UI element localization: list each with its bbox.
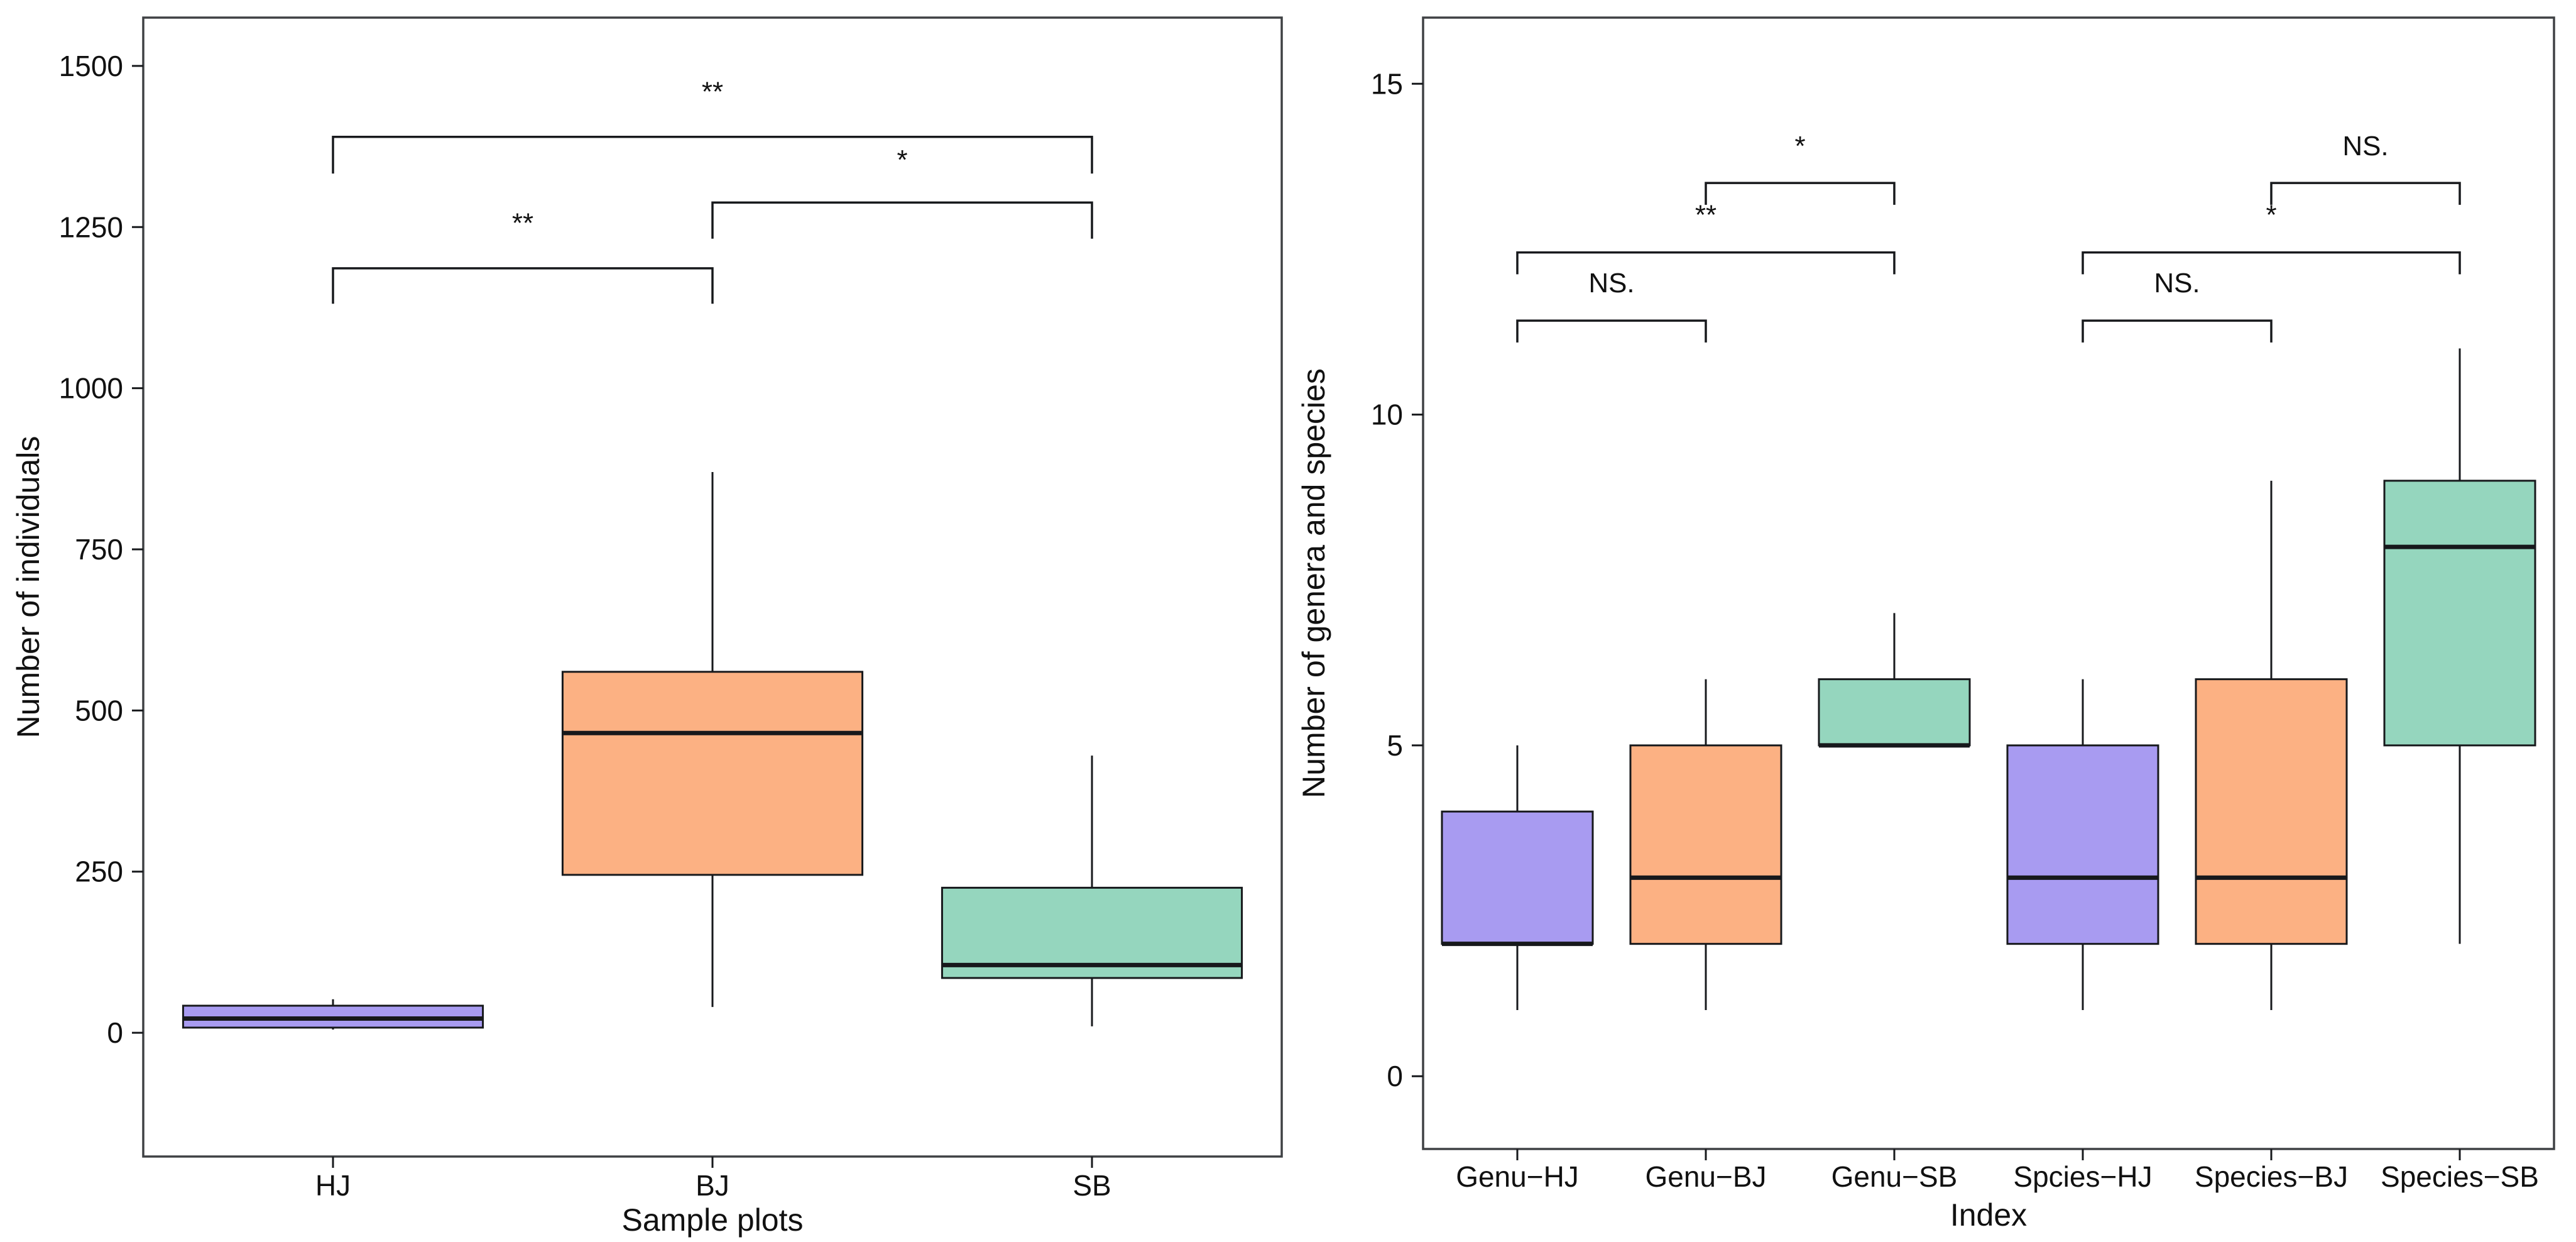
x-tick-label: HJ xyxy=(315,1169,351,1202)
x-tick-label: Species−SB xyxy=(2381,1160,2539,1193)
sig-label-Species−BJ-Species−SB: NS. xyxy=(2342,131,2388,162)
y-tick-label: 1250 xyxy=(59,211,123,243)
sig-bracket-Genu−BJ-Genu−SB xyxy=(1705,182,1896,205)
sig-bracket-HJ-BJ xyxy=(332,267,714,304)
sig-label-Genu−BJ-Genu−SB: * xyxy=(1794,131,1805,162)
panel-genera-and-species: 0 5 10 15 Genu−HJ Genu−BJ Genu−SB Spcies−HJ Spec… xyxy=(1296,16,2555,1233)
x-tick-label: Genu−BJ xyxy=(1645,1160,1766,1193)
box-Spcies−HJ xyxy=(2006,744,2159,945)
box-Genu−SB xyxy=(1818,678,1971,747)
box-BJ xyxy=(561,671,864,876)
x-tick-label: Spcies−HJ xyxy=(2013,1160,2152,1193)
y-tick-label: 0 xyxy=(1387,1060,1403,1092)
sig-label-HJ-SB: ** xyxy=(702,76,723,107)
y-tick-label: 5 xyxy=(1387,729,1403,762)
y-axis-title: Number of individuals xyxy=(11,436,46,739)
y-tick-label: 10 xyxy=(1371,398,1403,431)
x-tick-label: Genu−SB xyxy=(1831,1160,1958,1193)
x-tick-label: Species−BJ xyxy=(2195,1160,2348,1193)
box-Species−BJ xyxy=(2195,678,2348,945)
y-tick-label: 750 xyxy=(75,533,123,566)
y-tick-label: 250 xyxy=(75,855,123,888)
y-tick-label: 15 xyxy=(1371,67,1403,100)
box-Species−SB xyxy=(2383,480,2536,747)
sig-label-HJ-BJ: ** xyxy=(512,207,533,238)
x-tick-label: SB xyxy=(1072,1169,1111,1202)
sig-bracket-BJ-SB xyxy=(711,201,1093,239)
sig-label-BJ-SB: * xyxy=(897,145,907,175)
sig-bracket-Spcies−HJ-Species−BJ xyxy=(2082,319,2273,343)
y-tick-label: 0 xyxy=(107,1016,123,1049)
box-Genu−BJ xyxy=(1629,744,1782,945)
x-tick-label: BJ xyxy=(696,1169,729,1202)
y-tick-label: 1500 xyxy=(59,50,123,82)
x-tick-label: Genu−HJ xyxy=(1456,1160,1579,1193)
sig-label-Genu−HJ-Genu−BJ: NS. xyxy=(1588,268,1634,299)
sig-bracket-Genu−HJ-Genu−SB xyxy=(1516,251,1896,275)
y-axis-title: Number of genera and species xyxy=(1296,368,1331,798)
panel-border xyxy=(1422,16,2555,1150)
sig-bracket-Species−BJ-Species−SB xyxy=(2270,182,2461,205)
sig-bracket-Spcies−HJ-Species−SB xyxy=(2082,251,2461,275)
box-Genu−HJ xyxy=(1441,810,1594,945)
sig-label-Spcies−HJ-Species−BJ: NS. xyxy=(2154,268,2200,299)
x-axis-title: Index xyxy=(1950,1197,2027,1233)
y-tick-label: 1000 xyxy=(59,372,123,405)
sig-label-Spcies−HJ-Species−SB: * xyxy=(2266,199,2276,230)
sig-bracket-Genu−HJ-Genu−BJ xyxy=(1516,319,1707,343)
y-tick-label: 500 xyxy=(75,694,123,727)
x-axis-title: Sample plots xyxy=(621,1202,803,1238)
sig-bracket-HJ-SB xyxy=(332,135,1093,174)
